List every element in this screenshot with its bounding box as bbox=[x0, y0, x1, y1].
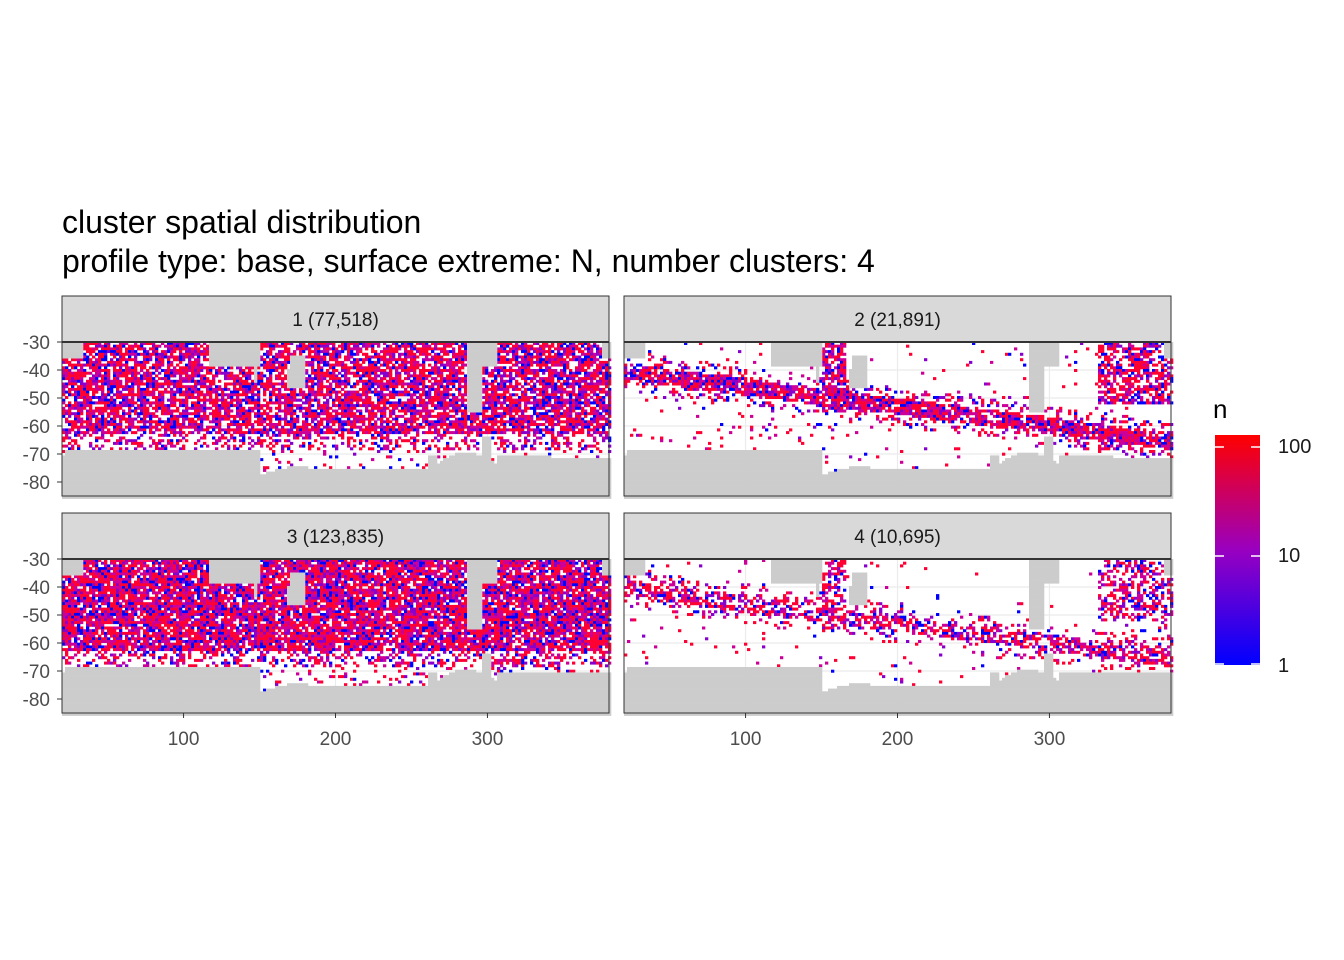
legend-colorbar bbox=[1215, 435, 1260, 665]
x-tick-label: 300 bbox=[472, 729, 504, 750]
facet-panel-3: 3 (123,835) -30 -40 -50 -60 -70 -80 100 200 300 bbox=[23, 513, 612, 750]
facet-panel-1: 1 (77,518) -30 -40 -50 -60 -70 -80 bbox=[23, 296, 612, 499]
facet-label: 2 (21,891) bbox=[854, 310, 941, 331]
x-tick-label: 300 bbox=[1034, 729, 1066, 750]
y-tick-label: -30 bbox=[23, 550, 50, 571]
facet-label: 4 (10,695) bbox=[854, 527, 941, 548]
y-tick-label: -30 bbox=[23, 333, 50, 354]
y-tick-label: -60 bbox=[23, 634, 50, 655]
y-tick-label: -40 bbox=[23, 578, 50, 599]
y-tick-label: -80 bbox=[23, 690, 50, 711]
y-tick-label: -80 bbox=[23, 473, 50, 494]
x-tick-label: 200 bbox=[882, 729, 914, 750]
legend-label-100: 100 bbox=[1278, 436, 1311, 459]
x-tick-label: 200 bbox=[320, 729, 352, 750]
facet-panel-4: 4 (10,695) 100 200 300 bbox=[624, 513, 1173, 750]
y-tick-label: -50 bbox=[23, 389, 50, 410]
legend-label-10: 10 bbox=[1278, 545, 1300, 568]
y-tick-label: -70 bbox=[23, 662, 50, 683]
facet-panel-2: 2 (21,891) bbox=[624, 296, 1173, 499]
y-tick-label: -40 bbox=[23, 361, 50, 382]
x-tick-label: 100 bbox=[730, 729, 762, 750]
x-tick-label: 100 bbox=[168, 729, 200, 750]
y-tick-label: -50 bbox=[23, 606, 50, 627]
facet-label: 1 (77,518) bbox=[292, 310, 379, 331]
y-tick-label: -70 bbox=[23, 445, 50, 466]
y-tick-label: -60 bbox=[23, 417, 50, 438]
facet-label: 3 (123,835) bbox=[287, 527, 384, 548]
legend-title: n bbox=[1213, 394, 1227, 425]
legend-label-1: 1 bbox=[1278, 655, 1289, 678]
